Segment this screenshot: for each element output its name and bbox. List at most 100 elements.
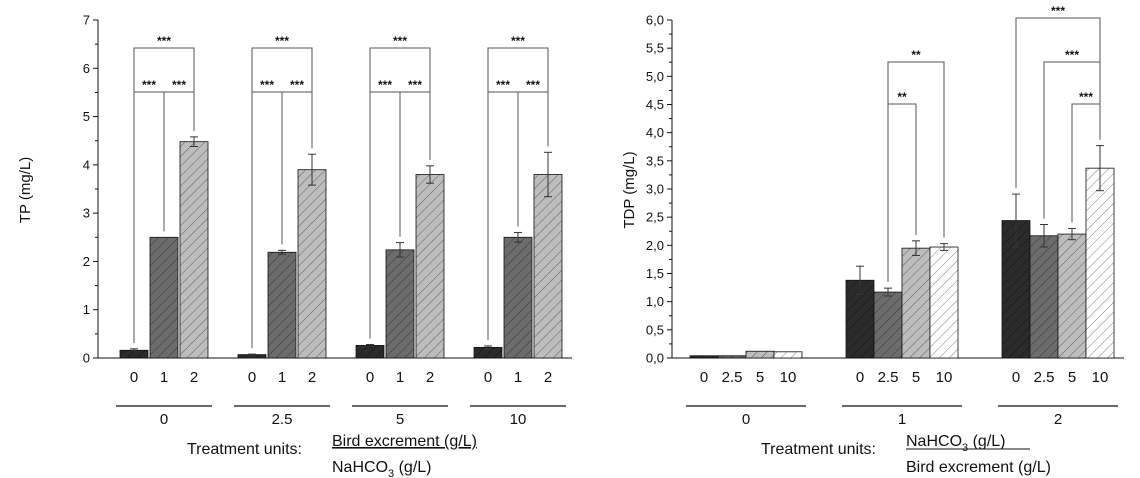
bar-hatch [774,351,802,358]
group-label: 2.5 [272,411,293,428]
bar-label: 0 [130,369,138,386]
significance-bracket [887,103,917,283]
bar-hatch [746,351,774,358]
bar-label: 10 [1092,369,1109,386]
bar-hatch [238,354,266,358]
treatment-units-label: Treatment units: [187,441,302,458]
significance-label: *** [1051,4,1065,18]
bar-label: 5 [756,369,764,386]
y-tick-label: 4,0 [646,125,664,140]
significance-label: *** [496,78,510,92]
significance-label: *** [511,34,525,48]
bar-hatch [1030,235,1058,358]
group-label: 1 [898,411,906,428]
significance-bracket [399,91,431,237]
bar-hatch [150,237,178,358]
significance-label: *** [1065,48,1079,62]
bar-hatch [356,345,384,358]
bar-label: 1 [514,369,522,386]
bar-label: 2 [544,369,552,386]
bar-label: 5 [1068,369,1076,386]
significance-label: ** [897,90,907,104]
bar-hatch [180,141,208,358]
bar-hatch [690,355,718,358]
bar-label: 0 [856,369,864,386]
significance-label: *** [393,34,407,48]
significance-label: *** [290,78,304,92]
treatment-top-label: Bird excrement (g/L) [332,433,477,450]
significance-label: *** [157,34,171,48]
y-tick-label: 3 [83,206,90,221]
bar-hatch [416,174,444,358]
y-tick-label: 6,0 [646,13,664,28]
tdp-chart: TDP (mg/L) 0,0 0,5 1,0 1,5 2,0 2,5 3,0 3,5 4,0 4,… [621,4,1124,476]
treatment-bottom-label: NaHCO3 (g/L) [332,459,431,478]
significance-label: *** [408,78,422,92]
y-tick-label: 5,0 [646,69,664,84]
y-tick-label: 6 [83,61,90,76]
bar-label: 1 [160,369,168,386]
y-tick-label: 3,0 [646,182,664,197]
bar-hatch [874,292,902,358]
y-tick-label: 1 [83,302,90,317]
bar-hatch [474,347,502,358]
significance-label: *** [172,78,186,92]
y-tick-label: 4 [83,157,90,172]
significance-label: *** [142,78,156,92]
bar-hatch [1086,168,1114,358]
bar-label: 10 [936,369,953,386]
significance-bracket [517,91,549,227]
significance-label: *** [1079,90,1093,104]
y-tick-label: 5,5 [646,41,664,56]
y-tick-label: 0,5 [646,322,664,337]
group-label: 5 [396,411,404,428]
tp-chart: TP (mg/L) 0 1 2 3 4 5 6 7 0 1 2 0 0 1 2 2.5 0 1 2 5 0 1 2 10 ***… [17,13,572,478]
bar-hatch [718,355,746,358]
y-tick-label: 7 [83,13,90,28]
significance-bracket [281,91,313,245]
significance-label: *** [275,34,289,48]
bar-label: 1 [278,369,286,386]
significance-label: *** [378,78,392,92]
bar-label: 0 [700,369,708,386]
group-label: 0 [160,411,168,428]
bar-hatch [902,248,930,358]
y-tick-label: 1,5 [646,266,664,281]
bar-hatch [386,249,414,358]
y-tick-label: 0 [83,351,90,366]
bar-hatch [1058,234,1086,358]
significance-label: ** [911,48,921,62]
group-label: 0 [742,411,750,428]
treatment-top-label: NaHCO3 (g/L) [906,433,1005,454]
group-label: 10 [510,411,527,428]
bar-label: 2 [308,369,316,386]
y-tick-label: 4,5 [646,97,664,112]
bar-hatch [534,174,562,358]
bar-hatch [120,350,148,358]
bar-label: 2.5 [878,369,899,386]
y-tick-label: 1,0 [646,294,664,309]
bar-label: 5 [912,369,920,386]
bar-label: 10 [780,369,797,386]
y-tick-label: 5 [83,109,90,124]
y-axis-label: TP (mg/L) [17,157,34,223]
bar-label: 2.5 [1034,369,1055,386]
bar-label: 2 [190,369,198,386]
bar-hatch [930,247,958,358]
y-tick-label: 0,0 [646,351,664,366]
bar-label: 2.5 [722,369,743,386]
bar-label: 1 [396,369,404,386]
significance-bracket [163,91,195,232]
bar-label: 2 [426,369,434,386]
bar-label: 0 [248,369,256,386]
significance-bracket [1043,61,1101,219]
y-tick-label: 3,5 [646,153,664,168]
bar-label: 0 [484,369,492,386]
bar-label: 0 [1012,369,1020,386]
y-tick-label: 2,5 [646,210,664,225]
treatment-units-label: Treatment units: [761,441,876,458]
significance-label: *** [260,78,274,92]
bar-label: 0 [366,369,374,386]
bar-hatch [504,237,532,358]
